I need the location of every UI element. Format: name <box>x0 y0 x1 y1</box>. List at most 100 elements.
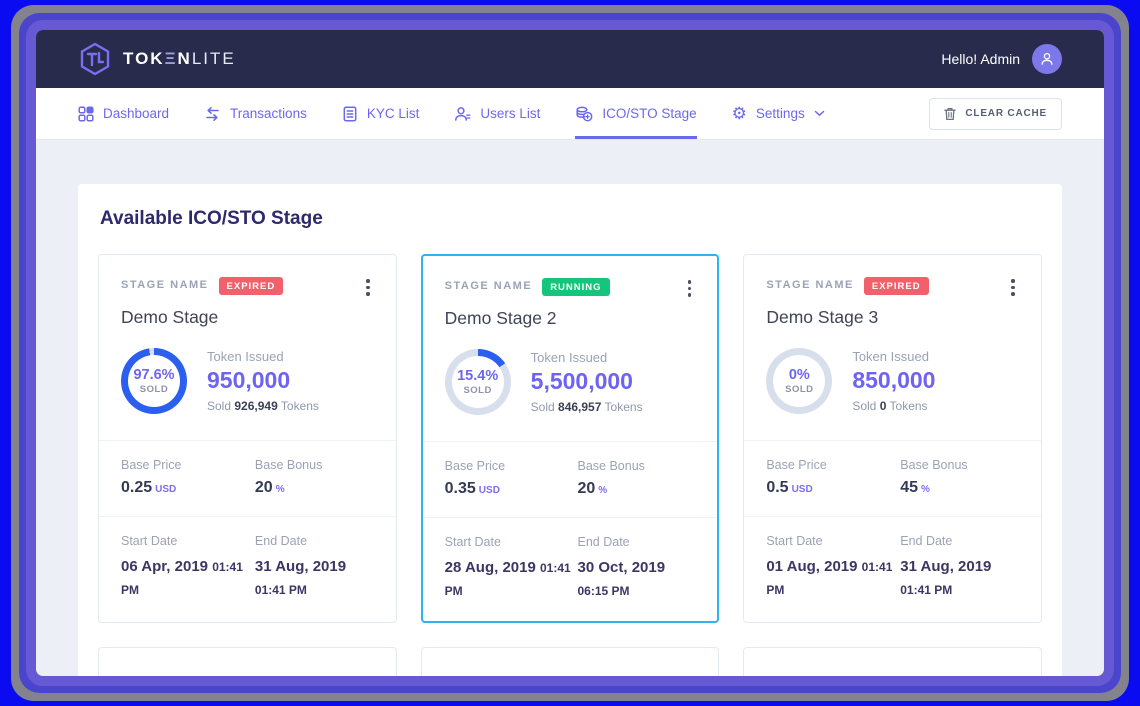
stage-card-demo-stage-2: STAGE NAME RUNNING Demo Stage 2 15.4% SO… <box>420 254 720 623</box>
end-date-block: End Date 31 Aug, 2019 01:41 PM <box>900 534 1019 602</box>
end-date-label: End Date <box>900 533 953 548</box>
end-date-value: 31 Aug, 2019 01:41 PM <box>254 557 347 597</box>
percent-unit: % <box>275 483 285 495</box>
token-issued-value: 5,500,000 <box>530 367 633 394</box>
start-time: 01:41 PM <box>121 559 243 597</box>
token-issued-value: 950,000 <box>207 366 291 393</box>
start-date-block: Start Date 28 Aug, 2019 01:41 PM <box>445 535 578 603</box>
divider <box>422 440 718 442</box>
end-date-block: End Date 30 Oct, 2019 06:15 PM <box>578 535 696 603</box>
stage-card-partial <box>98 647 397 676</box>
base-price-label: Base Price <box>444 458 506 473</box>
base-bonus-block: Base Bonus 45% <box>900 458 1019 497</box>
content-area: Available ICO/STO Stage STAGE NAME EXPIR… <box>36 140 1104 676</box>
user-avatar[interactable] <box>1032 44 1062 74</box>
tab-label: KYC List <box>366 106 420 121</box>
sold-percent: 97.6% <box>133 366 175 383</box>
card-header: STAGE NAME RUNNING Demo Stage 2 <box>423 256 718 343</box>
card-stats: 0% SOLD Token Issued 850,000 Sold 0 Toke… <box>744 342 1041 440</box>
tab-label: ICO/STO Stage <box>602 106 697 121</box>
base-bonus-value: 20% <box>577 479 608 497</box>
sold-tokens-count: 926,949 <box>234 398 278 413</box>
divider <box>99 439 396 441</box>
currency-unit: USD <box>478 484 500 496</box>
start-time: 01:41 PM <box>766 559 893 597</box>
price-bonus-row: Base Price 0.5 USD Base Bonus 45% <box>744 441 1041 516</box>
base-bonus-block: Base Bonus 20% <box>578 459 696 498</box>
sold-word: SOLD <box>785 383 814 395</box>
sold-tokens-count: 846,957 <box>558 399 602 414</box>
status-badge: RUNNING <box>542 278 610 296</box>
status-badge: EXPIRED <box>218 277 284 295</box>
end-date-label: End Date <box>254 533 308 548</box>
stage-name-label: STAGE NAME <box>444 280 533 292</box>
stage-card-partial <box>743 647 1042 676</box>
card-menu-kebab-icon[interactable] <box>362 277 374 298</box>
base-price-value: 0.35 USD <box>444 479 500 497</box>
brand-logo[interactable]: TOKΞNLITE <box>78 42 236 76</box>
token-issued-block: Token Issued 850,000 Sold 0 Tokens <box>852 349 935 413</box>
sold-percent: 0% <box>788 366 810 383</box>
token-issued-block: Token Issued 950,000 Sold 926,949 Tokens <box>207 349 319 413</box>
tab-users-list[interactable]: Users List <box>454 88 540 139</box>
start-date-value: 06 Apr, 2019 01:41 PM <box>121 557 243 597</box>
stage-name-label: STAGE NAME <box>766 279 854 291</box>
end-date-block: End Date 31 Aug, 2019 01:41 PM <box>255 534 374 602</box>
price-bonus-row: Base Price 0.35 USD Base Bonus 20% <box>423 442 718 517</box>
card-header: STAGE NAME EXPIRED Demo Stage 3 <box>744 255 1041 342</box>
base-price-block: Base Price 0.5 USD <box>766 458 900 497</box>
card-menu-kebab-icon[interactable] <box>684 278 696 299</box>
sold-tokens-line: Sold 0 Tokens <box>852 398 928 413</box>
clear-cache-button[interactable]: CLEAR CACHE <box>929 97 1062 130</box>
tab-dashboard[interactable]: Dashboard <box>78 88 169 139</box>
percent-unit: % <box>598 484 608 496</box>
end-time: 01:41 PM <box>254 582 307 597</box>
coins-icon <box>575 106 593 122</box>
tab-kyc-list[interactable]: KYC List <box>342 88 420 139</box>
status-badge: EXPIRED <box>863 277 929 295</box>
sold-donut-chart: 15.4% SOLD <box>444 348 511 415</box>
end-date-label: End Date <box>577 534 630 549</box>
percent-unit: % <box>921 483 930 495</box>
sold-donut-chart: 97.6% SOLD <box>121 347 187 414</box>
base-price-label: Base Price <box>121 457 182 472</box>
gear-icon: ⚙ <box>731 104 747 123</box>
start-date-value: 28 Aug, 2019 01:41 PM <box>444 558 571 598</box>
sold-tokens-line: Sold 846,957 Tokens <box>530 399 643 414</box>
base-bonus-value: 20% <box>254 478 285 496</box>
card-stats: 15.4% SOLD Token Issued 5,500,000 Sold 8… <box>423 343 718 441</box>
top-navbar: TOKΞNLITE Hello! Admin <box>36 30 1104 88</box>
document-list-icon <box>342 106 358 122</box>
user-list-icon <box>454 106 471 122</box>
base-price-block: Base Price 0.25 USD <box>121 458 255 497</box>
tab-label: Settings <box>755 106 805 121</box>
end-time: 06:15 PM <box>577 583 630 598</box>
dates-row: Start Date 28 Aug, 2019 01:41 PM End Dat… <box>423 518 718 622</box>
dates-row: Start Date 01 Aug, 2019 01:41 PM End Dat… <box>744 517 1041 621</box>
card-header: STAGE NAME EXPIRED Demo Stage <box>99 255 396 342</box>
stage-card-partial <box>420 647 720 676</box>
price-bonus-row: Base Price 0.25 USD Base Bonus 20% <box>99 441 396 516</box>
tab-transactions[interactable]: Transactions <box>204 88 307 139</box>
app-window: TOKΞNLITE Hello! Admin Dashb <box>36 30 1104 676</box>
stage-name: Demo Stage <box>121 306 219 327</box>
navbar-right: Hello! Admin <box>941 44 1062 74</box>
start-date-block: Start Date 01 Aug, 2019 01:41 PM <box>766 534 900 602</box>
start-time: 01:41 PM <box>444 560 571 598</box>
base-bonus-label: Base Bonus <box>577 458 645 473</box>
currency-unit: USD <box>791 483 813 495</box>
tab-ico-sto-stage[interactable]: ICO/STO Stage <box>575 88 697 139</box>
sold-donut-chart: 0% SOLD <box>766 347 833 414</box>
stages-panel: Available ICO/STO Stage STAGE NAME EXPIR… <box>78 184 1062 676</box>
card-menu-kebab-icon[interactable] <box>1007 277 1019 298</box>
tab-settings[interactable]: ⚙ Settings <box>732 88 825 139</box>
sold-tokens-count: 0 <box>879 398 887 413</box>
end-date-value: 31 Aug, 2019 01:41 PM <box>900 557 992 597</box>
base-price-value: 0.5 USD <box>766 478 813 496</box>
tab-label: Users List <box>480 106 541 121</box>
stage-name: Demo Stage 3 <box>766 306 879 327</box>
stage-cards-grid: STAGE NAME EXPIRED Demo Stage 97.6% SOLD <box>98 254 1042 623</box>
user-greeting: Hello! Admin <box>941 51 1020 67</box>
main-nav-tabs: Dashboard Transactions KYC List <box>36 88 1104 140</box>
base-bonus-label: Base Bonus <box>900 457 968 472</box>
